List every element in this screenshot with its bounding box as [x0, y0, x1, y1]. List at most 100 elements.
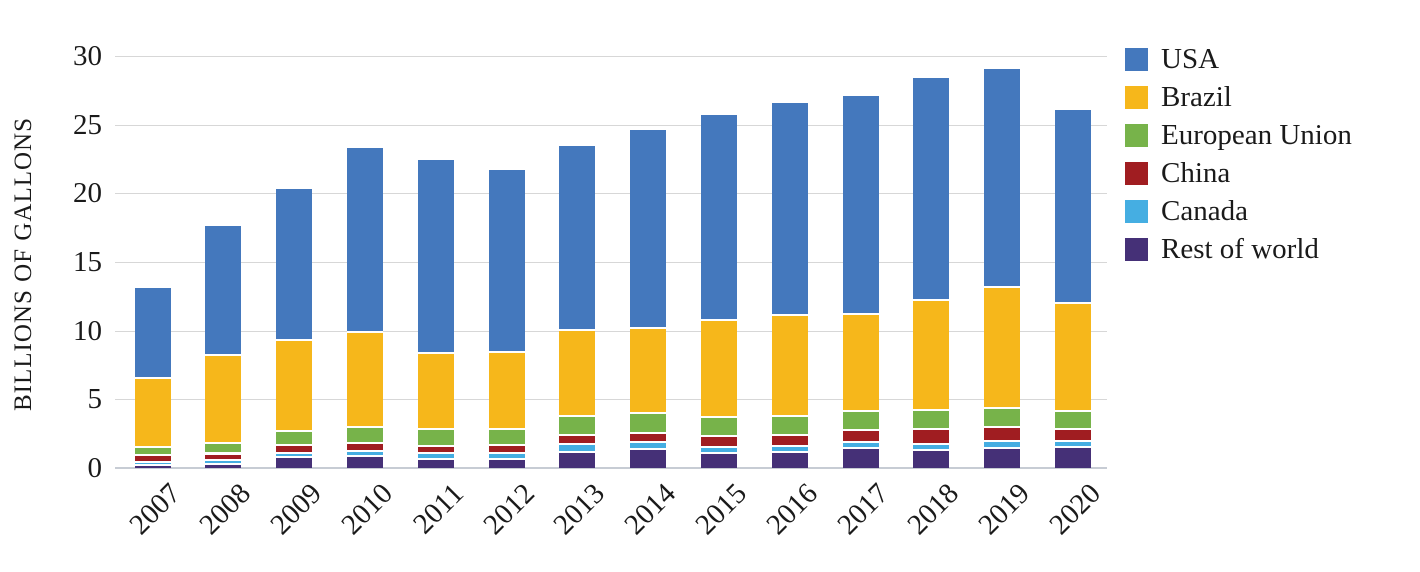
legend-item-china: China	[1125, 154, 1352, 192]
legend-swatch-rest-of-world	[1125, 237, 1148, 261]
bar-segment-usa-2018	[913, 77, 950, 299]
bar-segment-brazil-2010	[346, 330, 383, 426]
bar-segment-usa-2007	[134, 287, 171, 378]
bar-segment-european-union-2014	[630, 411, 667, 432]
bar-segment-usa-2014	[630, 130, 667, 327]
bar-segment-canada-2009	[276, 451, 313, 456]
bar-segment-canada-2014	[630, 440, 667, 448]
bar-segment-china-2007	[134, 454, 171, 461]
bar-segment-european-union-2008	[205, 442, 242, 453]
x-tick-label-2009: 2009	[264, 477, 329, 541]
bar-segment-china-2014	[630, 431, 667, 441]
gridline-y-10	[115, 330, 1107, 332]
bar-segment-china-2008	[205, 452, 242, 460]
legend-label-brazil: Brazil	[1161, 80, 1232, 113]
bar-segment-european-union-2011	[417, 428, 454, 445]
gridline-y-5	[115, 399, 1107, 401]
bar-segment-brazil-2008	[205, 353, 242, 443]
bar-segment-china-2015	[700, 435, 737, 447]
y-tick-label-0: 0	[87, 452, 103, 484]
bar-segment-rest-of-world-2019	[984, 446, 1021, 468]
bar-segment-brazil-2015	[700, 318, 737, 416]
bar-segment-usa-2012	[488, 169, 525, 352]
bar-segment-canada-2010	[346, 449, 383, 455]
bar-segment-brazil-2009	[276, 339, 313, 430]
legend-item-rest-of-world: Rest of world	[1125, 230, 1352, 268]
bar-segment-rest-of-world-2007	[134, 463, 171, 468]
bar-segment-brazil-2017	[842, 312, 879, 410]
legend-label-european-union: European Union	[1161, 118, 1352, 151]
bar-segment-canada-2011	[417, 452, 454, 459]
x-tick-label-2008: 2008	[193, 477, 258, 541]
bar-segment-china-2018	[913, 428, 950, 443]
x-tick-label-2020: 2020	[1043, 477, 1107, 541]
legend-item-european-union: European Union	[1125, 116, 1352, 154]
legend-item-brazil: Brazil	[1125, 78, 1352, 116]
x-tick-label-2016: 2016	[759, 477, 824, 541]
y-tick-label-5: 5	[87, 383, 103, 416]
bar-segment-usa-2010	[346, 147, 383, 331]
gridline-y-25	[115, 124, 1107, 126]
bar-segment-brazil-2013	[559, 328, 596, 415]
legend-label-rest-of-world: Rest of world	[1161, 232, 1319, 265]
bar-segment-usa-2019	[984, 69, 1021, 287]
bar-segment-usa-2013	[559, 146, 596, 329]
x-tick-label-2019: 2019	[972, 477, 1037, 541]
bar-segment-usa-2020	[1054, 110, 1091, 302]
bar-segment-european-union-2009	[276, 429, 313, 445]
gridline-y-15	[115, 262, 1107, 263]
bar-segment-china-2011	[417, 444, 454, 453]
bar-segment-rest-of-world-2009	[276, 455, 313, 468]
bar-segment-rest-of-world-2016	[771, 451, 808, 468]
bar-segment-rest-of-world-2012	[488, 457, 525, 468]
x-tick-label-2013: 2013	[547, 477, 612, 541]
legend-label-canada: Canada	[1161, 194, 1248, 227]
bar-segment-brazil-2012	[488, 351, 525, 428]
bar-segment-canada-2020	[1054, 440, 1091, 447]
legend-swatch-china	[1125, 161, 1148, 185]
legend-swatch-canada	[1125, 199, 1148, 223]
bar-segment-rest-of-world-2020	[1054, 446, 1091, 468]
bar-segment-canada-2017	[842, 441, 879, 448]
plot-area	[115, 56, 1107, 469]
bar-segment-canada-2012	[488, 451, 525, 458]
bar-segment-china-2010	[346, 442, 383, 450]
legend-swatch-european-union	[1125, 123, 1148, 147]
bar-segment-brazil-2011	[417, 351, 454, 429]
bar-segment-rest-of-world-2014	[630, 447, 667, 468]
legend: USA Brazil European Union China Canada Rest o…	[1125, 40, 1352, 268]
bar-segment-european-union-2017	[842, 409, 879, 430]
bar-segment-brazil-2019	[984, 286, 1021, 407]
y-tick-label-30: 30	[73, 40, 102, 72]
bar-segment-china-2009	[276, 444, 313, 452]
x-tick-label-2011: 2011	[406, 477, 470, 541]
bar-segment-canada-2013	[559, 443, 596, 451]
legend-label-usa: USA	[1161, 42, 1220, 75]
bar-segment-rest-of-world-2010	[346, 454, 383, 468]
legend-item-canada: Canada	[1125, 192, 1352, 230]
bar-segment-canada-2018	[913, 442, 950, 450]
x-tick-label-2014: 2014	[618, 477, 683, 541]
y-tick-label-20: 20	[73, 177, 102, 210]
x-tick-label-2018: 2018	[901, 477, 966, 541]
bar-segment-china-2020	[1054, 427, 1091, 441]
gridline-y-20	[115, 193, 1107, 195]
y-tick-label-15: 15	[73, 246, 102, 278]
bar-segment-european-union-2020	[1054, 410, 1091, 428]
bar-segment-european-union-2016	[771, 414, 808, 434]
bar-segment-china-2012	[488, 443, 525, 452]
bar-segment-rest-of-world-2017	[842, 447, 879, 468]
bar-segment-european-union-2019	[984, 406, 1021, 426]
bar-segment-china-2016	[771, 433, 808, 446]
bar-segment-canada-2007	[134, 460, 171, 464]
bar-segment-european-union-2018	[913, 408, 950, 429]
legend-swatch-brazil	[1125, 85, 1148, 109]
bar-segment-european-union-2015	[700, 415, 737, 436]
bar-segment-european-union-2010	[346, 425, 383, 443]
bar-segment-european-union-2012	[488, 427, 525, 444]
bar-segment-canada-2016	[771, 445, 808, 452]
y-tick-label-10: 10	[73, 314, 102, 347]
bar-segment-usa-2016	[771, 102, 808, 315]
bar-segment-usa-2009	[276, 189, 313, 340]
